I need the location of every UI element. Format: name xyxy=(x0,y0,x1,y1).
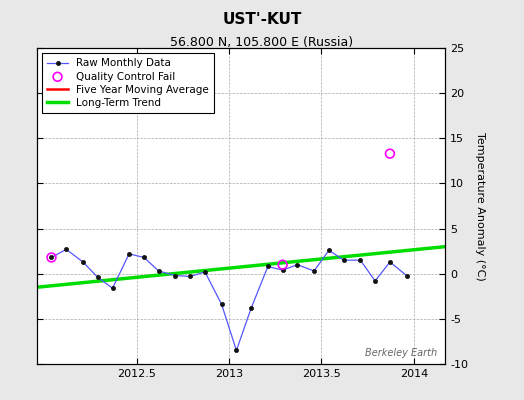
Raw Monthly Data xyxy=(311,269,317,274)
Raw Monthly Data xyxy=(341,258,347,262)
Raw Monthly Data xyxy=(141,255,147,260)
Raw Monthly Data xyxy=(187,274,193,279)
Raw Monthly Data xyxy=(326,248,332,253)
Raw Monthly Data xyxy=(219,302,225,307)
Raw Monthly Data xyxy=(279,268,286,272)
Raw Monthly Data xyxy=(80,260,86,264)
Raw Monthly Data xyxy=(126,252,132,256)
Quality Control Fail xyxy=(386,150,394,157)
Raw Monthly Data xyxy=(387,260,393,264)
Raw Monthly Data xyxy=(357,258,364,262)
Raw Monthly Data xyxy=(94,275,101,280)
Raw Monthly Data xyxy=(110,286,116,290)
Text: 56.800 N, 105.800 E (Russia): 56.800 N, 105.800 E (Russia) xyxy=(170,36,354,49)
Line: Raw Monthly Data: Raw Monthly Data xyxy=(49,247,409,352)
Raw Monthly Data xyxy=(156,269,162,274)
Y-axis label: Temperature Anomaly (°C): Temperature Anomaly (°C) xyxy=(475,132,485,280)
Raw Monthly Data xyxy=(372,278,378,283)
Raw Monthly Data xyxy=(294,262,301,267)
Raw Monthly Data xyxy=(233,348,239,353)
Raw Monthly Data xyxy=(172,273,179,278)
Text: UST'-KUT: UST'-KUT xyxy=(222,12,302,27)
Text: Berkeley Earth: Berkeley Earth xyxy=(365,348,437,358)
Quality Control Fail xyxy=(47,254,56,261)
Raw Monthly Data xyxy=(403,273,410,278)
Raw Monthly Data xyxy=(248,306,254,310)
Raw Monthly Data xyxy=(48,255,54,260)
Legend: Raw Monthly Data, Quality Control Fail, Five Year Moving Average, Long-Term Tren: Raw Monthly Data, Quality Control Fail, … xyxy=(42,53,214,113)
Raw Monthly Data xyxy=(63,247,69,252)
Raw Monthly Data xyxy=(265,264,271,269)
Raw Monthly Data xyxy=(202,270,208,274)
Quality Control Fail xyxy=(278,262,287,268)
